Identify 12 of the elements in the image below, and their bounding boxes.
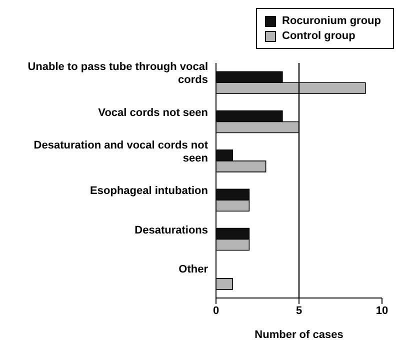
y-tick-label: Desaturation and vocal cords not seen (34, 139, 208, 164)
x-tick-label: 10 (376, 304, 388, 317)
y-tick-label: Unable to pass tube through vocal cords (28, 61, 208, 86)
y-tick-label: Desaturations (134, 224, 208, 236)
legend-label: Rocuronium group (282, 15, 381, 27)
y-tick-label: Esophageal intubation (90, 185, 208, 198)
x-axis-title: Number of cases (254, 329, 344, 341)
legend-label: Control group (282, 30, 356, 42)
y-tick-label: Other (178, 263, 209, 276)
y-tick-label: Vocal cords not seen (98, 106, 208, 119)
x-tick-label: 0 (212, 304, 220, 317)
x-tick-label: 5 (296, 304, 302, 317)
